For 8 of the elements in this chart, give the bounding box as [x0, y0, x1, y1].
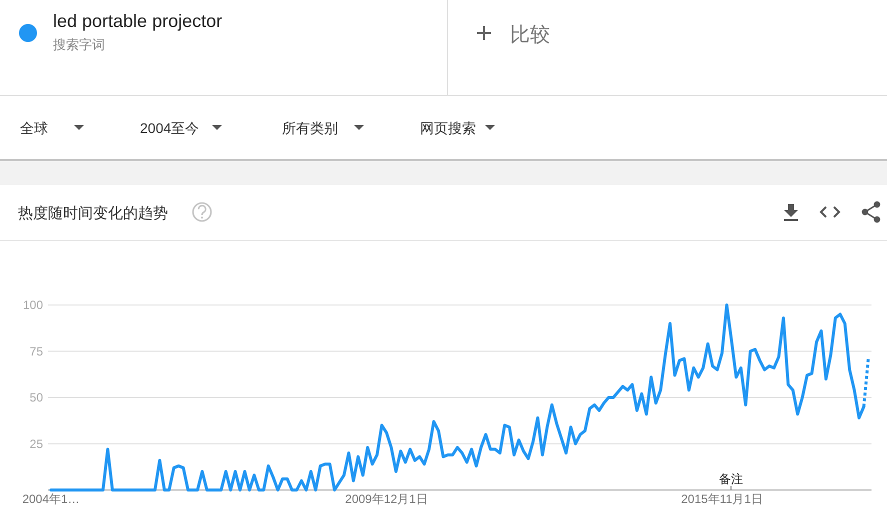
annotation: 全球 [20, 120, 48, 136]
title: 热度随时间变化的趋势 [18, 205, 168, 222]
annotation: 网页搜索 [420, 120, 476, 136]
annotation: 备注 [719, 472, 743, 486]
annotation: 所有类别 [282, 120, 338, 136]
annotation: 搜索字词 [53, 37, 105, 52]
annotation: 比较 [510, 24, 550, 46]
annotation: 2004至今 [140, 120, 200, 136]
